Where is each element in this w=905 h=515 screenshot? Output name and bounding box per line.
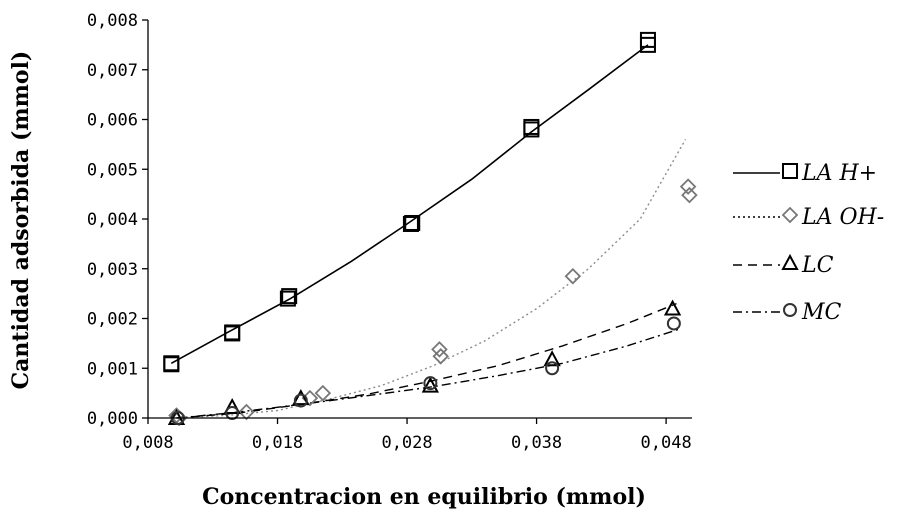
- data-point: [293, 393, 308, 408]
- data-point: [663, 299, 682, 316]
- y-tick-label: 0,002: [87, 310, 138, 330]
- y-tick-label: 0,005: [87, 160, 138, 180]
- data-point: [421, 376, 440, 393]
- data-point: [281, 288, 298, 305]
- fit-line: [170, 44, 649, 365]
- data-points: [163, 31, 698, 427]
- x-tick-label: 0,018: [252, 433, 303, 453]
- data-point: [225, 406, 240, 421]
- data-point: [404, 214, 421, 231]
- x-tick-label: 0,028: [381, 433, 432, 453]
- data-point: [314, 384, 332, 402]
- x-axis-label: Concentracion en equilibrio (mmol): [202, 484, 646, 510]
- data-point: [224, 324, 241, 341]
- y-tick-label: 0,001: [87, 359, 138, 379]
- y-tick-label: 0,006: [87, 111, 138, 131]
- legend-marker: [782, 163, 798, 179]
- legend-marker: [783, 303, 797, 317]
- data-point: [292, 388, 310, 406]
- fit-lines: [170, 44, 687, 419]
- legend-label: LC: [801, 253, 834, 278]
- legend: LA H+ LA OH- LC MC: [733, 161, 884, 325]
- fit-line: [171, 139, 687, 419]
- y-tick-label: 0,004: [87, 210, 138, 230]
- data-point: [431, 341, 448, 358]
- data-point: [564, 267, 582, 285]
- data-point: [279, 290, 296, 307]
- fit-line: [177, 327, 682, 419]
- y-tick-label: 0,000: [87, 409, 138, 429]
- legend-label: MC: [801, 300, 842, 325]
- y-tick-label: 0,003: [87, 260, 138, 280]
- data-point: [523, 118, 540, 135]
- axes: [142, 19, 692, 424]
- data-point: [238, 403, 255, 421]
- legend-marker: [781, 206, 799, 224]
- data-point: [679, 178, 697, 195]
- data-point: [423, 376, 438, 391]
- y-tick-label: 0,007: [87, 61, 138, 81]
- data-point: [666, 316, 681, 331]
- data-point: [432, 348, 449, 365]
- data-point: [543, 350, 561, 367]
- y-tick-label: 0,008: [87, 11, 138, 31]
- legend-marker: [781, 253, 799, 270]
- y-axis-label: Cantidad adsorbida (mmol): [8, 51, 34, 390]
- data-point: [163, 356, 180, 373]
- data-point: [639, 31, 656, 48]
- legend-label: LA H+: [801, 161, 877, 186]
- x-tick-label: 0,048: [641, 433, 692, 453]
- fit-line: [176, 302, 677, 419]
- tick-labels: 0,000 0,001 0,002 0,003 0,004 0,005 0,006 0,007…: [87, 11, 692, 453]
- data-point: [681, 186, 698, 204]
- data-point: [223, 397, 241, 415]
- legend-label: LA OH-: [801, 205, 884, 230]
- x-tick-label: 0,038: [511, 433, 562, 453]
- x-tick-label: 0,008: [122, 433, 173, 453]
- data-point: [545, 361, 560, 376]
